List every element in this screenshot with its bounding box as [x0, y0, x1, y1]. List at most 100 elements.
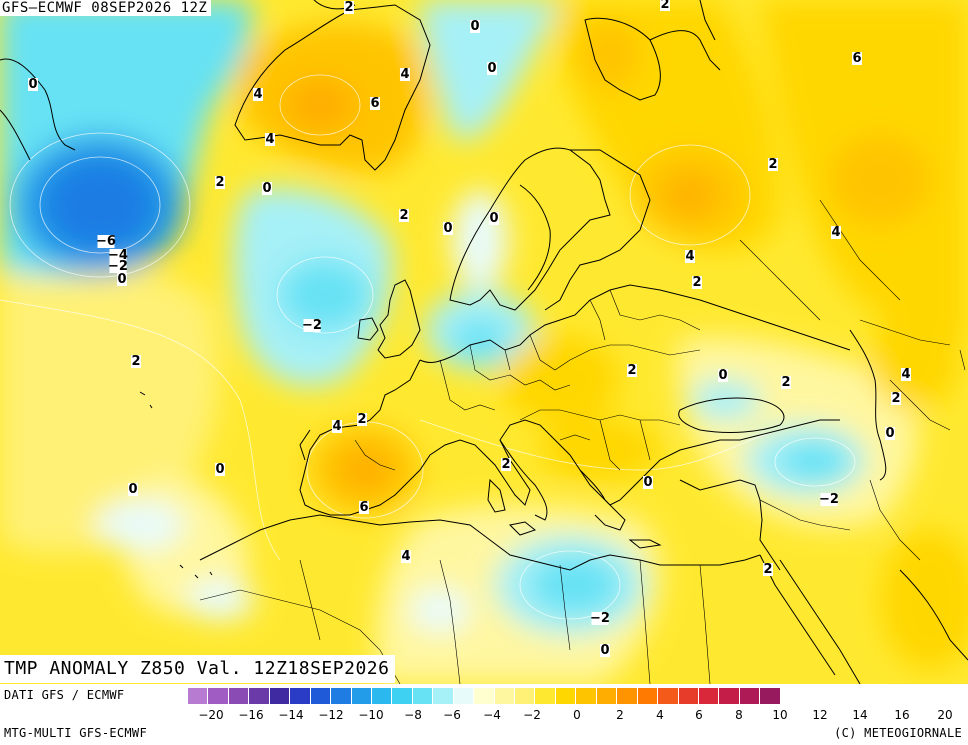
colorbar-swatch — [290, 688, 311, 704]
contour-label-bg — [831, 226, 841, 239]
contour-label-bg — [303, 319, 321, 332]
contour-label-bg — [253, 88, 263, 101]
contour-label: 0 — [643, 475, 652, 490]
contour-label-bg — [344, 1, 354, 14]
contour-label: 2 — [891, 391, 900, 406]
colorbar-tick-label: 0 — [573, 708, 581, 722]
contour-label-bg — [401, 550, 411, 563]
anomaly-field — [0, 0, 968, 684]
colorbar-swatch — [637, 688, 659, 704]
contour-label-bg — [820, 493, 838, 506]
colorbar-swatch — [576, 688, 597, 704]
contour-label-bg — [885, 427, 895, 440]
contour-label-bg — [332, 420, 342, 433]
contour-label: 2 — [131, 354, 140, 369]
colorbar-tick-label: 12 — [812, 708, 828, 722]
colorbar-swatch — [249, 688, 270, 704]
contour-label-bg — [265, 133, 275, 146]
contour-label: 2 — [660, 0, 669, 12]
contour-label: 0 — [885, 426, 894, 441]
contour-label: 2 — [357, 412, 366, 427]
contour-label-bg — [117, 273, 127, 286]
colorbar-swatch — [331, 688, 352, 704]
colorbar-tick-label: 14 — [852, 708, 868, 722]
colorbar-swatch — [698, 688, 720, 704]
contour-label-bg — [501, 458, 511, 471]
contour-label: 4 — [831, 225, 840, 240]
colorbar-tick-label: 20 — [937, 708, 953, 722]
colorbar-swatch — [228, 688, 250, 704]
colorbar-tick-label: −16 — [238, 708, 264, 722]
contour-label-bg — [215, 176, 225, 189]
colorbar-swatch — [474, 688, 495, 704]
contour-label-bg — [763, 563, 773, 576]
colorbar-swatch — [188, 688, 209, 704]
contour-label-bg — [357, 413, 367, 426]
model-run-header: GFS–ECMWF 08SEP2026 12Z — [0, 0, 212, 16]
contour-label: 4 — [401, 549, 410, 564]
contour-label-bg — [400, 68, 410, 81]
colorbar — [188, 688, 781, 706]
colorbar-swatch — [310, 688, 332, 704]
contour-label: −4 — [108, 248, 128, 263]
product-label: MTG-MULTI GFS-ECMWF — [4, 726, 147, 740]
contour-label-bg — [359, 501, 369, 514]
contour-label: 4 — [400, 67, 409, 82]
anomaly-map: 2 0 2 0 4 6 4 4 0 6 2 0 2 0 0 −6 −4 −2 0 4 2 4 −2 2 2 0 2 4 2 0 4 2 2 0 6 0… — [0, 0, 968, 684]
colorbar-swatch — [719, 688, 740, 704]
borders — [199, 199, 966, 684]
contour-label: 6 — [359, 500, 368, 515]
contour-label-bg — [109, 249, 127, 262]
contour-label-bg — [901, 368, 911, 381]
contour-label-bg — [852, 52, 862, 65]
contour-label: 2 — [399, 208, 408, 223]
contour-label-bg — [128, 483, 138, 496]
contour-label: 0 — [117, 272, 126, 287]
isotherm-lines — [0, 74, 856, 620]
contour-label: 0 — [215, 462, 224, 477]
colorbar-tick-label: 16 — [894, 708, 910, 722]
colorbar-tick-label: −14 — [278, 708, 304, 722]
colorbar-swatch — [658, 688, 679, 704]
contour-label-bg — [489, 212, 499, 225]
contour-label-bg — [768, 158, 778, 171]
contour-label-bg — [600, 644, 610, 657]
colorbar-swatch — [412, 688, 434, 704]
colorbar-tick-label: 8 — [735, 708, 743, 722]
colorbar-tick-label: −20 — [198, 708, 224, 722]
contour-label: −6 — [96, 234, 116, 249]
colorbar-tick-label: −4 — [483, 708, 501, 722]
contour-label-bg — [470, 20, 480, 33]
colorbar-swatch — [515, 688, 536, 704]
colorbar-swatch — [535, 688, 556, 704]
contour-label: 2 — [781, 375, 790, 390]
colorbar-swatch — [433, 688, 454, 704]
contour-label-bg — [718, 369, 728, 382]
contour-label-bg — [131, 355, 141, 368]
contour-label: 2 — [763, 562, 772, 577]
copyright-label: (C) METEOGIORNALE — [834, 726, 962, 740]
colorbar-tick-label: −2 — [523, 708, 541, 722]
contour-label: 2 — [627, 363, 636, 378]
contour-label: 4 — [901, 367, 910, 382]
colorbar-swatch — [269, 688, 291, 704]
contour-label: 2 — [768, 157, 777, 172]
colorbar-swatch — [494, 688, 515, 704]
contour-label: 2 — [215, 175, 224, 190]
contour-label-bg — [627, 364, 637, 377]
contour-label-bg — [262, 182, 272, 195]
contour-label-bg — [28, 78, 38, 91]
colorbar-swatch — [760, 688, 781, 704]
contour-label: 0 — [487, 61, 496, 76]
colorbar-tick-label: 6 — [695, 708, 703, 722]
contour-label: 0 — [600, 643, 609, 658]
contour-label: −2 — [108, 259, 128, 274]
map-title: TMP ANOMALY Z850 Val. 12Z18SEP2026 — [0, 655, 396, 683]
colorbar-ticks: −20 −16 −14 −12 −10 −8 −6 −4 −2 0 2 4 6 8 10 12 14 16 20 — [188, 708, 968, 724]
contour-label-bg — [781, 376, 791, 389]
contour-label-bg — [660, 0, 670, 11]
contour-label: 4 — [685, 249, 694, 264]
contour-label-bg — [487, 62, 497, 75]
contour-label: 0 — [28, 77, 37, 92]
